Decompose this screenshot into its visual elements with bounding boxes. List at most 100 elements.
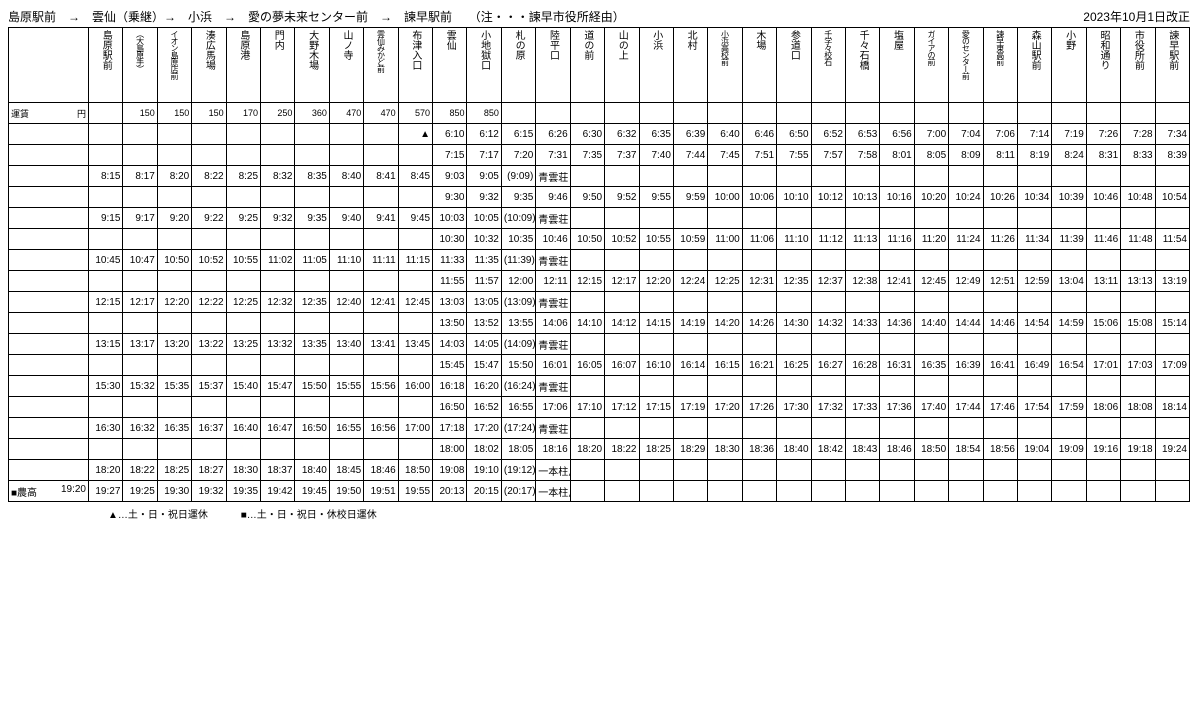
time-cell: 13:45 xyxy=(398,334,432,355)
time-cell xyxy=(157,187,191,208)
time-cell: 8:22 xyxy=(192,166,226,187)
stop-header: 湊広馬場 xyxy=(192,28,226,103)
time-cell: 10:30 xyxy=(433,229,467,250)
time-cell: 16:27 xyxy=(811,355,845,376)
time-cell xyxy=(226,229,260,250)
time-cell: 11:11 xyxy=(364,250,398,271)
time-cell: 14:10 xyxy=(570,313,604,334)
time-cell: 12:49 xyxy=(949,271,983,292)
time-cell xyxy=(123,124,157,145)
time-cell: 18:42 xyxy=(811,439,845,460)
fare-cell: 150 xyxy=(192,103,226,124)
row-label xyxy=(9,376,89,397)
time-cell: 9:50 xyxy=(570,187,604,208)
time-cell: 7:04 xyxy=(949,124,983,145)
time-cell xyxy=(226,313,260,334)
time-cell: 6:35 xyxy=(639,124,673,145)
time-cell: 15:56 xyxy=(364,376,398,397)
time-cell xyxy=(364,397,398,418)
time-cell: 19:09 xyxy=(1052,439,1086,460)
time-cell: 9:17 xyxy=(123,208,157,229)
time-cell: 9:45 xyxy=(398,208,432,229)
time-cell: 12:25 xyxy=(226,292,260,313)
stop-header: 小野 xyxy=(1052,28,1086,103)
time-cell xyxy=(1017,292,1051,313)
time-cell: 14:15 xyxy=(639,313,673,334)
stop-header: 道の前 xyxy=(570,28,604,103)
time-cell xyxy=(364,145,398,166)
time-cell: 7:40 xyxy=(639,145,673,166)
time-cell xyxy=(1017,376,1051,397)
time-cell xyxy=(261,124,295,145)
time-cell xyxy=(329,439,363,460)
time-cell xyxy=(261,145,295,166)
time-cell: 青雲荘 着 xyxy=(536,292,570,313)
time-cell: 8:45 xyxy=(398,166,432,187)
time-cell: 12:24 xyxy=(673,271,707,292)
time-cell: 18:25 xyxy=(157,460,191,481)
fare-cell xyxy=(536,103,570,124)
time-cell: 7:15 xyxy=(433,145,467,166)
time-cell: 8:39 xyxy=(1155,145,1189,166)
time-cell: 16:55 xyxy=(501,397,535,418)
time-cell xyxy=(673,376,707,397)
time-cell: 14:03 xyxy=(433,334,467,355)
time-cell xyxy=(192,145,226,166)
time-cell xyxy=(777,334,811,355)
time-cell xyxy=(777,418,811,439)
time-cell xyxy=(398,187,432,208)
time-cell xyxy=(949,418,983,439)
time-cell xyxy=(845,418,879,439)
time-cell xyxy=(329,271,363,292)
time-cell xyxy=(364,313,398,334)
time-cell: 青雲荘 着 xyxy=(536,418,570,439)
time-cell xyxy=(914,334,948,355)
time-cell: 11:35 xyxy=(467,250,501,271)
time-cell xyxy=(708,250,742,271)
time-cell: 17:40 xyxy=(914,397,948,418)
time-cell xyxy=(123,355,157,376)
time-cell: 8:17 xyxy=(123,166,157,187)
time-cell: (10:09) xyxy=(501,208,535,229)
time-cell: 16:56 xyxy=(364,418,398,439)
time-cell: (17:24) xyxy=(501,418,535,439)
time-cell xyxy=(1121,208,1155,229)
time-cell xyxy=(811,418,845,439)
time-cell xyxy=(157,397,191,418)
row-label: ■農高19:20 xyxy=(9,481,89,502)
time-cell xyxy=(570,481,604,502)
time-cell: 青雲荘 着 xyxy=(536,334,570,355)
time-cell: 16:25 xyxy=(777,355,811,376)
time-cell: (19:12) xyxy=(501,460,535,481)
time-cell xyxy=(1155,460,1189,481)
time-cell xyxy=(192,124,226,145)
time-cell xyxy=(398,229,432,250)
time-cell: 12:37 xyxy=(811,271,845,292)
time-cell: 10:52 xyxy=(605,229,639,250)
time-cell: 7:00 xyxy=(914,124,948,145)
time-cell: 10:55 xyxy=(226,250,260,271)
fare-cell xyxy=(880,103,914,124)
time-cell xyxy=(983,481,1017,502)
row-label xyxy=(9,145,89,166)
time-cell xyxy=(157,439,191,460)
time-cell: 19:45 xyxy=(295,481,329,502)
time-cell: 16:32 xyxy=(123,418,157,439)
time-cell xyxy=(949,292,983,313)
time-cell: 12:35 xyxy=(777,271,811,292)
time-cell xyxy=(949,334,983,355)
time-cell: 19:18 xyxy=(1121,439,1155,460)
time-cell: 8:05 xyxy=(914,145,948,166)
time-cell xyxy=(1017,166,1051,187)
time-cell: 11:00 xyxy=(708,229,742,250)
time-cell xyxy=(605,208,639,229)
time-cell: 10:34 xyxy=(1017,187,1051,208)
time-cell: 12:38 xyxy=(845,271,879,292)
time-cell: 6:26 xyxy=(536,124,570,145)
time-cell xyxy=(261,313,295,334)
time-cell: 7:26 xyxy=(1086,124,1120,145)
time-cell xyxy=(192,271,226,292)
time-cell xyxy=(226,124,260,145)
time-cell: 15:14 xyxy=(1155,313,1189,334)
time-cell xyxy=(89,124,123,145)
